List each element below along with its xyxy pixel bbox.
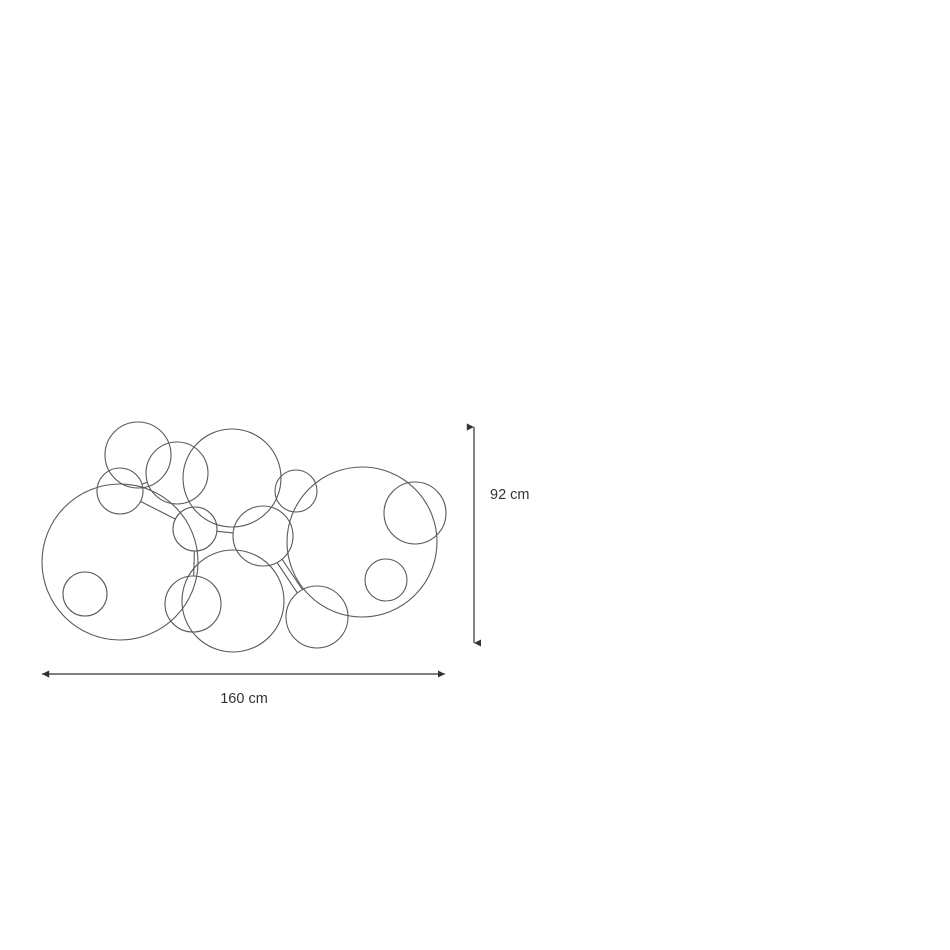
- svg-text:160 cm: 160 cm: [220, 691, 268, 707]
- svg-text:92 cm: 92 cm: [490, 487, 530, 503]
